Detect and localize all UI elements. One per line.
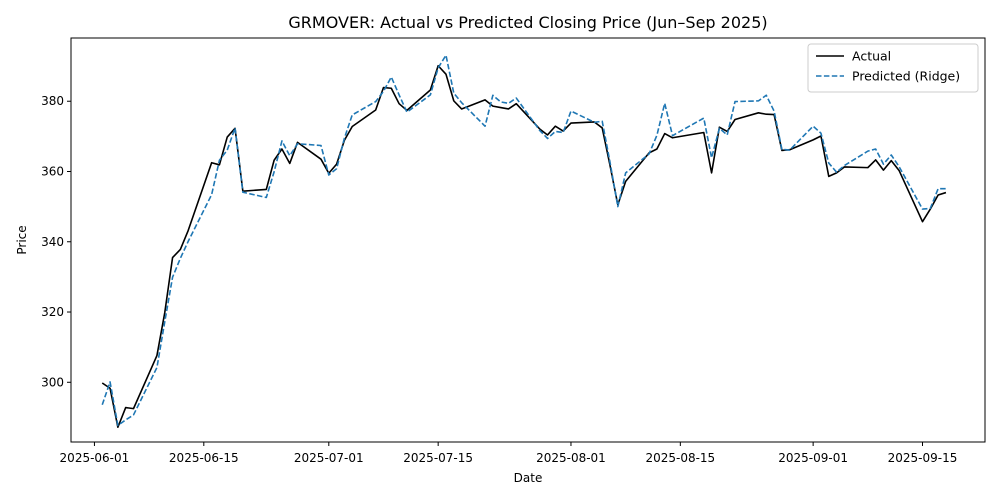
legend-label: Actual [852, 49, 891, 64]
x-tick-label: 2025-08-15 [645, 451, 715, 465]
y-tick-label: 380 [41, 94, 64, 108]
series-line-actual [101, 64, 947, 429]
y-axis: 300 320 340 360 380 [41, 94, 71, 389]
series-layer [101, 54, 947, 429]
y-tick-label: 300 [41, 375, 64, 389]
x-tick-label: 2025-09-01 [778, 451, 848, 465]
plot-frame [70, 37, 986, 443]
legend-label: Predicted (Ridge) [852, 69, 960, 84]
plot-area [70, 37, 986, 443]
chart-title: GRMOVER: Actual vs Predicted Closing Pri… [288, 13, 767, 32]
x-axis-title: Date [514, 471, 543, 485]
x-axis: 2025-06-01 2025-06-15 2025-07-01 2025-07-15… [60, 442, 958, 465]
y-axis-title: Price [15, 225, 29, 254]
x-tick-label: 2025-09-15 [888, 451, 958, 465]
series-line-predicted [101, 54, 946, 427]
x-tick-label: 2025-07-15 [403, 451, 473, 465]
y-tick-label: 340 [41, 235, 64, 249]
legend-box [807, 43, 979, 93]
x-tick-label: 2025-06-15 [169, 451, 239, 465]
x-tick-label: 2025-08-01 [536, 451, 606, 465]
x-tick-label: 2025-07-01 [294, 451, 364, 465]
x-tick-label: 2025-06-01 [60, 451, 130, 465]
legend: Actual Predicted (Ridge) [807, 43, 979, 93]
y-tick-label: 320 [41, 305, 64, 319]
y-tick-label: 360 [41, 164, 64, 178]
